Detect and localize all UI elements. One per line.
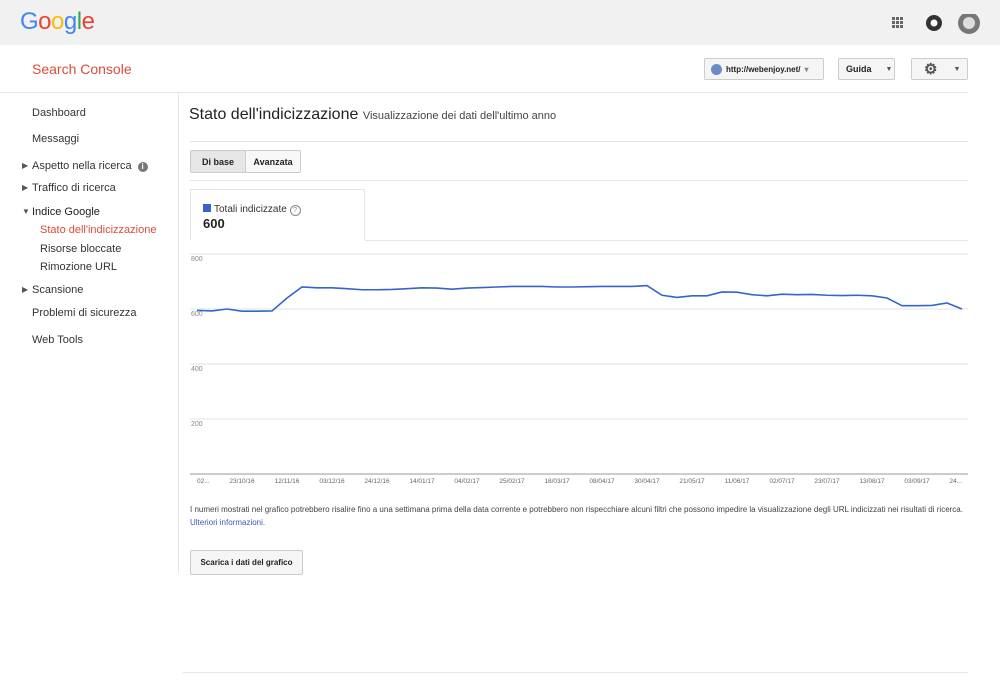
x-tick-label: 21/05/17 [679, 478, 705, 485]
page-title: Stato dell'indicizzazione [189, 106, 359, 123]
y-tick-label: 800 [191, 256, 203, 263]
x-tick-label: 24... [949, 478, 962, 485]
divider [0, 92, 968, 93]
divider [183, 672, 968, 673]
page-heading: Stato dell'indicizzazione Visualizzazion… [189, 106, 556, 124]
x-tick-label: 24/12/16 [364, 478, 390, 485]
nav-item[interactable]: Dashboard [32, 107, 86, 119]
nav-label: Traffico di ricerca [32, 182, 116, 194]
nav-item[interactable]: ▶ Scansione [22, 284, 84, 296]
y-tick-label: 400 [191, 366, 203, 373]
x-tick-label: 02... [197, 478, 210, 485]
nav-item[interactable]: ▶ Aspetto nella ricerca i [22, 160, 148, 172]
nav-label: Indice Google [32, 206, 100, 218]
chart: 200 400 600 800 02... 23/10/16 12/11/16 03/12/1… [190, 253, 968, 485]
note-text: I numeri mostrati nel grafico potrebbero… [190, 505, 963, 514]
y-tick-label: 200 [191, 421, 203, 428]
note: I numeri mostrati nel grafico potrebbero… [190, 503, 965, 529]
note-link[interactable]: Ulteriori informazioni. [190, 518, 266, 527]
nav-label: Aspetto nella ricerca [32, 160, 132, 172]
nav-item[interactable]: ▼ Indice Google [22, 206, 100, 218]
nav-item[interactable]: Problemi di sicurezza [32, 307, 137, 319]
nav-item[interactable]: ▶ Traffico di ricerca [22, 182, 116, 194]
x-tick-label: 11/06/17 [725, 478, 750, 485]
x-tick-label: 18/03/17 [544, 478, 570, 485]
x-tick-label: 23/07/17 [814, 478, 840, 485]
metric-value: 600 [203, 216, 225, 231]
legend-swatch [203, 204, 211, 212]
x-tick-label: 08/04/17 [589, 478, 615, 485]
nav-label: Scansione [32, 284, 84, 296]
y-tick-label: 600 [191, 311, 203, 318]
metric-label: Totali indicizzate ? [203, 204, 301, 216]
x-tick-label: 03/09/17 [904, 478, 930, 485]
google-logo[interactable]: Google [20, 8, 95, 35]
nav-label: Messaggi [32, 133, 80, 145]
site-selector[interactable]: http://webenjoy.net/▾ [704, 58, 824, 80]
nav-label: Rimozione URL [40, 261, 118, 273]
divider [190, 180, 968, 181]
divider [190, 141, 968, 142]
product-name[interactable]: Search Console [32, 61, 132, 77]
legend-label: Totali indicizzate [214, 204, 287, 215]
x-tick-label: 04/02/17 [454, 478, 480, 485]
series-line [196, 284, 963, 312]
tab[interactable]: Avanzata [245, 150, 301, 173]
nav-item[interactable]: Web Tools [32, 334, 83, 346]
nav-item[interactable]: Stato dell'indicizzazione [40, 224, 156, 236]
header-icons [892, 14, 980, 34]
google-bar: Google [0, 0, 1000, 45]
nav-item[interactable]: Rimozione URL [40, 261, 117, 273]
tab-selected[interactable]: Di base [190, 150, 246, 173]
x-tick-label: 12/11/16 [275, 478, 300, 485]
apps-icon[interactable] [892, 17, 903, 28]
help-button[interactable]: Guida ▼ [838, 58, 895, 80]
metric-tile[interactable]: Totali indicizzate ? 600 [190, 189, 365, 240]
nav-label: Web Tools [32, 334, 83, 346]
nav-item[interactable]: Messaggi [32, 133, 79, 145]
x-tick-label: 14/01/17 [409, 478, 435, 485]
nav-label: Stato dell'indicizzazione [40, 224, 157, 236]
download-button[interactable]: Scarica i dati del grafico [190, 550, 303, 575]
nav-label: Problemi di sicurezza [32, 307, 137, 319]
page-subtitle: Visualizzazione dei dati dell'ultimo ann… [362, 110, 557, 122]
help-label: Guida [846, 64, 872, 74]
divider [365, 240, 968, 241]
nav-label: Risorse bloccate [40, 243, 122, 255]
divider [178, 93, 179, 573]
settings-button[interactable]: ⚙ ▼ [911, 58, 968, 80]
x-tick-label: 13/08/17 [859, 478, 885, 485]
x-tick-label: 30/04/17 [634, 478, 660, 485]
x-tick-label: 02/07/17 [769, 478, 795, 485]
x-tick-label: 03/12/16 [319, 478, 345, 485]
x-tick-label: 25/02/17 [499, 478, 525, 485]
site-url: http://webenjoy.net/ [726, 64, 801, 74]
nav-label: Dashboard [32, 107, 86, 119]
nav-item[interactable]: Risorse bloccate [40, 243, 121, 255]
x-tick-label: 23/10/16 [229, 478, 255, 485]
